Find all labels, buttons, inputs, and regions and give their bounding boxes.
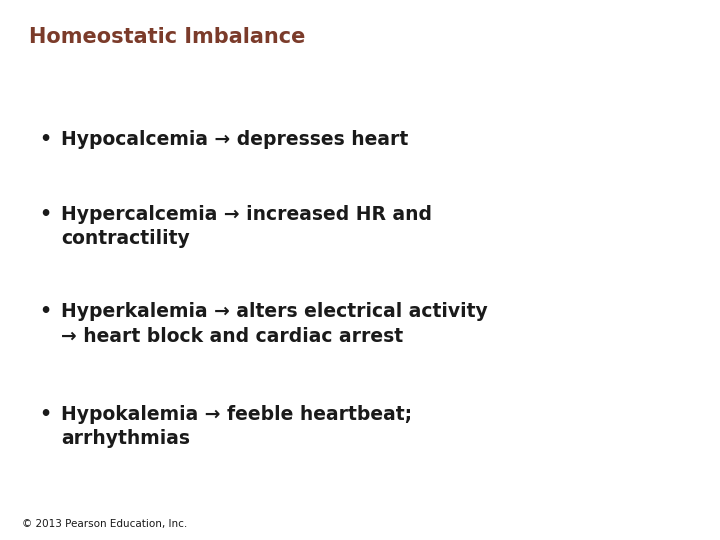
Text: Homeostatic Imbalance: Homeostatic Imbalance	[29, 27, 305, 47]
Text: Hypocalcemia → depresses heart: Hypocalcemia → depresses heart	[61, 130, 408, 148]
Text: Hypokalemia → feeble heartbeat;
arrhythmias: Hypokalemia → feeble heartbeat; arrhythm…	[61, 405, 413, 448]
Text: •: •	[40, 130, 52, 148]
Text: •: •	[40, 302, 52, 321]
Text: © 2013 Pearson Education, Inc.: © 2013 Pearson Education, Inc.	[22, 519, 187, 529]
Text: •: •	[40, 405, 52, 424]
Text: •: •	[40, 205, 52, 224]
Text: Hyperkalemia → alters electrical activity
→ heart block and cardiac arrest: Hyperkalemia → alters electrical activit…	[61, 302, 488, 346]
Text: Hypercalcemia → increased HR and
contractility: Hypercalcemia → increased HR and contrac…	[61, 205, 432, 248]
